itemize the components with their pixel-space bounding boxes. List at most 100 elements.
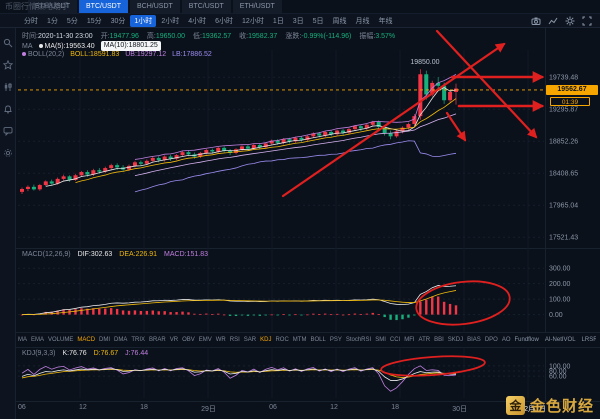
indicator-tab-ao[interactable]: AO [501,337,511,343]
svg-text:19850.00: 19850.00 [410,59,439,66]
indicator-tab-mtm[interactable]: MTM [292,337,307,343]
svg-text:300.00: 300.00 [549,266,571,273]
svg-text:19739.48: 19739.48 [549,75,578,82]
indicator-tab-dpo[interactable]: DPO [484,337,498,343]
indicator-tab-ma[interactable]: MA [18,337,27,343]
boll-lb-value: LB:17886.52 [172,51,212,58]
kdj-j-value: J:76.44 [125,350,149,357]
indicator-tab-atr[interactable]: ATR [418,337,431,343]
pair-tab-eth-usdt[interactable]: ETH/USDT [232,0,282,13]
kdj-k-value: K:76.76 [62,350,87,357]
indicator-tab-bias[interactable]: BIAS [467,337,481,343]
gear-icon[interactable] [3,148,13,158]
interval-3日[interactable]: 3日 [292,17,304,25]
candle-countdown: 01:39 [550,96,590,106]
boll-title: BOLL(20,2) [28,51,65,58]
interval-1分[interactable]: 1分 [47,17,58,25]
indicator-tab-sar[interactable]: SAR [243,337,257,343]
ma5-dot [38,43,43,48]
golden-finance-watermark: 金 金色财经 [505,395,594,416]
interval-2小时[interactable]: 2小时 [161,17,180,25]
pair-tab-eth-usdt[interactable]: ETH/USDT [28,0,77,13]
settings-icon[interactable] [565,16,575,26]
kdj-d-value: D:76.67 [93,350,119,357]
interval-15分[interactable]: 15分 [86,17,102,25]
search-icon[interactable] [3,38,13,48]
time-axis: 06 12 18 29日 06 12 18 30日 12月1日 [18,404,546,414]
indicator-tab-volume[interactable]: VOLUME [48,337,74,343]
indicators-icon[interactable] [548,16,558,26]
indicator-tab-trix[interactable]: TRIX [131,337,146,343]
indicator-tab-ema[interactable]: EMA [31,337,45,343]
interval-30分[interactable]: 30分 [110,17,126,25]
indicator-tab-obv[interactable]: OBV [182,337,195,343]
svg-text:100.00: 100.00 [549,363,571,370]
indicator-tab-wr[interactable]: WR [215,337,226,343]
time-axis-label: 29日 [201,406,216,413]
pair-tab-btc-usdt[interactable]: BTC/USDT [181,0,231,13]
indicator-tab-dma[interactable]: DMA [114,337,128,343]
svg-text:18408.65: 18408.65 [549,171,578,178]
svg-text:200.00: 200.00 [549,281,571,288]
interval-月线[interactable]: 月线 [355,17,370,25]
indicator-tab-psy[interactable]: PSY [329,337,342,343]
indicator-tab-bbi[interactable]: BBI [434,337,444,343]
camera-icon[interactable] [531,16,541,26]
indicator-tab-boll[interactable]: BOLL [310,337,326,343]
ma10-tooltip: MA(10):18801.25 [100,41,161,51]
indicator-tab-dmi[interactable]: DMI [99,337,111,343]
macd-dif-value: DIF:302.63 [77,251,113,258]
indicator-tab-skdj[interactable]: SKDJ [447,337,464,343]
interval-5分[interactable]: 5分 [66,17,78,25]
fullscreen-icon[interactable] [582,16,592,26]
time-axis-label: 06 [269,404,277,411]
svg-text:19295.87: 19295.87 [549,107,578,114]
interval-6小时[interactable]: 6小时 [215,17,234,25]
indicator-tabs: MA EMA VOLUME MACD DMI DMA TRIX BRAR VR OBV EMV WR R… [18,333,596,347]
macd-dea-value: DEA:226.91 [119,251,158,258]
indicator-tab-stochrsi[interactable]: StochRSI [345,337,372,343]
indicator-tab-ai-netivol[interactable]: AI-NetIVOL [544,337,576,343]
indicator-tab-lrsr[interactable]: LRSR [581,337,596,343]
pair-tab-btc-usdt[interactable]: BTC/USDT [79,0,128,13]
indicator-tab-brar[interactable]: BRAR [149,337,166,343]
interval-年线[interactable]: 年线 [378,17,393,25]
indicator-tab-kdj[interactable]: KDJ [260,337,272,343]
interval-buttons: 分时 1分 5分 15分 30分 1小时 2小时 4小时 6小时 12小时 1日 3日 5日 周线 月线 年线 [20,14,397,27]
time-axis-label: 30日 [452,406,468,413]
interval-周线[interactable]: 周线 [332,17,347,25]
indicator-tab-fundflow[interactable]: Fundflow [514,337,539,343]
indicator-tab-smi[interactable]: SMI [375,337,386,343]
indicator-tab-vr[interactable]: VR [169,337,179,343]
info-item: 高:19650.00 [146,33,186,40]
indicator-tab-emv[interactable]: EMV [198,337,212,343]
indicator-tab-rsi[interactable]: RSI [229,337,240,343]
svg-text:17521.43: 17521.43 [549,235,578,242]
interval-1日[interactable]: 1日 [272,17,284,25]
boll-dot [22,52,26,57]
indicator-tab-cci[interactable]: CCI [389,337,401,343]
macd-hist-value: MACD:151.83 [164,251,208,258]
indicator-tab-macd[interactable]: MACD [77,337,96,343]
interval-4小时[interactable]: 4小时 [188,17,207,25]
bell-icon[interactable] [3,104,13,114]
macd-title: MACD(12,26,9) [22,251,71,258]
pair-tab-bch-usdt[interactable]: BCH/USDT [130,0,180,13]
info-item: 时间:2020-11-30 23:00 [22,33,93,40]
golden-finance-text: 金色财经 [529,399,594,415]
indicator-tab-roc[interactable]: ROC [275,337,289,343]
interval-1小时[interactable]: 1小时 [130,14,157,27]
ohlc-info-bar: 时间:2020-11-30 23:00 开:19477.96 高:19650.00 低… [22,31,395,41]
kline-icon[interactable] [3,82,13,92]
interval-分时[interactable]: 分时 [24,17,38,25]
interval-5日[interactable]: 5日 [312,17,324,25]
indicator-tab-mfi[interactable]: MFI [404,337,415,343]
star-icon[interactable] [2,60,13,70]
ma-overlay-legend: MA MA(5):19563.40 MA(10):18801.25 [22,41,161,51]
time-axis-label: 12月1日 [520,406,546,413]
chat-icon[interactable] [3,126,13,136]
interval-12小时[interactable]: 12小时 [242,17,264,25]
macd-legend: MACD(12,26,9) DIF:302.63 DEA:226.91 MACD… [22,251,208,258]
kdj-legend: KDJ(9,3,3) K:76.76 D:76.67 J:76.44 [22,350,148,357]
